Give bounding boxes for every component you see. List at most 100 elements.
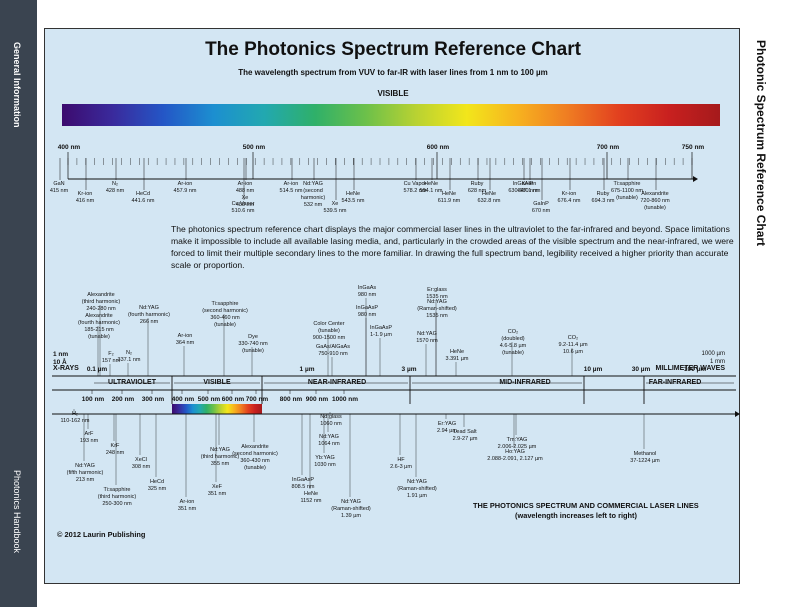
visible-laser-label: GaInP 670 nm (531, 201, 551, 214)
lower-laser-label: Methanol 37-1224 µm (630, 451, 660, 464)
nm-scale-label: 300 nm (141, 396, 165, 403)
micron-scale-label: 1 µm (299, 366, 315, 373)
lower-laser-label: HeCd 325 nm (147, 479, 167, 492)
visible-laser-label: Kr-ion 416 nm (75, 191, 95, 204)
visible-laser-label: Ruby 694.3 nm (591, 191, 615, 204)
upper-laser-label: CO₂ (doubled) 4.6-5.8 µm (tunable) (499, 329, 527, 356)
lower-laser-label: XeF 351 nm (207, 484, 227, 497)
chart-subtitle: The wavelength spectrum from VUV to far-… (238, 68, 548, 77)
visible-tick-label: 400 nm (57, 144, 81, 151)
upper-laser-label: InGaAs 980 nm (357, 285, 377, 298)
sidebar: General Information Photonics Handbook (0, 0, 37, 607)
upper-laser-label: InGaAsP 1-1.9 µm (369, 325, 393, 338)
micron-scale-label: 30 µm (631, 366, 651, 373)
band-name-label: VISIBLE (203, 379, 231, 386)
visible-laser-label: Ar-ion 514.5 nm (279, 181, 303, 194)
visible-laser-label: Kr-ion 647.1 nm (517, 181, 541, 194)
visible-laser-label: Ar-ion 488 nm Xe 488 nm (235, 181, 255, 208)
upper-laser-label: Nd:YAG 1570 nm (416, 331, 438, 344)
nm-scale-label: 400 nm (171, 396, 195, 403)
xrays-label: X-RAYS (53, 365, 79, 372)
nm-scale-label: 800 nm (279, 396, 303, 403)
lower-laser-label: InGaAsP 808.5 nm (291, 477, 315, 490)
upper-laser-label: CO₂ 9.2-11.4 µm 10.6 µm (558, 335, 588, 355)
visible-laser-label: HeNe 543.5 nm (341, 191, 365, 204)
chart-title: The Photonics Spectrum Reference Chart (205, 39, 581, 60)
visible-laser-label: HeNe 632.8 nm (477, 191, 501, 204)
visible-laser-label: Ruby 628 nm (467, 181, 487, 194)
visible-laser-label: Nd:YAG (second harmonic) 532 nm (300, 181, 326, 208)
lower-laser-label: HeNe 1152 nm (300, 491, 322, 504)
lower-laser-label: Ho:YAG 2.088-2.091, 2.127 µm (487, 449, 543, 462)
nm-scale-label: 500 nm (197, 396, 221, 403)
upper-laser-label: N₂ 337.1 nm (117, 350, 141, 363)
xray-end-label: 1 nm 10 Å (53, 351, 69, 366)
visible-tick-label: 700 nm (596, 144, 620, 151)
upper-laser-label: GaAs/AlGaAs 750-910 nm (316, 344, 350, 357)
nm-scale-label: 900 nm (305, 396, 329, 403)
band-name-label: FAR-INFRARED (648, 379, 702, 386)
visible-laser-label: HeNe 611.9 nm (437, 191, 461, 204)
lower-laser-label: Nd:YAG 1064 nm (318, 434, 340, 447)
band-name-label: MID-INFRARED (499, 379, 551, 386)
visible-tick-label: 750 nm (681, 144, 705, 151)
nm-scale-label: 200 nm (111, 396, 135, 403)
description-paragraph: The photonics spectrum reference chart d… (171, 224, 734, 270)
visible-laser-label: Cu Vapor 578.2 nm (403, 181, 427, 194)
upper-laser-label: Ti:sapphire (second harmonic) 360-460 nm… (202, 301, 248, 328)
upper-laser-label: HeNe 3.391 µm (445, 349, 469, 362)
upper-laser-label: Er:glass 1535 nm (426, 287, 448, 300)
sidebar-bottom-label: Photonics Handbook (12, 470, 22, 554)
visible-laser-label: Cu Vapor 510.6 nm (231, 201, 255, 214)
nm-scale-label: 600 nm (221, 396, 245, 403)
visible-tick-label: 500 nm (242, 144, 266, 151)
lower-laser-label: Alexandrite (second harmonic) 360-430 nm… (232, 444, 278, 471)
lower-laser-label: Ti:sapphire (third harmonic) 250-300 nm (97, 487, 137, 507)
visible-laser-label: Alexandrite 720-860 nm (tunable) (640, 191, 670, 211)
band-name-label: ULTRAVIOLET (108, 379, 156, 386)
chart-panel: The Photonics Spectrum Reference Chart T… (44, 28, 740, 584)
lower-laser-label: Nd:YAG (Raman-shifted) 1.39 µm (331, 499, 371, 519)
upper-laser-label: F₂ 157 nm (101, 351, 121, 364)
visible-laser-label: InGaAlP 630-680 nm (508, 181, 538, 194)
band-name-label: NEAR-INFRARED (307, 379, 367, 386)
lower-laser-label: Nd:glass 1060 nm (320, 414, 342, 427)
lower-laser-label: Tm:YAG 2.006-2.025 µm (497, 437, 537, 450)
visible-laser-label: Xe 539.5 nm (323, 201, 347, 214)
sidebar-top-label: General Information (12, 42, 22, 128)
visible-laser-label: Ti:sapphire 675-1100 nm (tunable) (610, 181, 644, 201)
visible-tick-label: 600 nm (426, 144, 450, 151)
lower-laser-label: Er:YAG 2.94 µm (437, 421, 457, 434)
micron-scale-label: 0.1 µm (86, 366, 108, 373)
nm-scale-label: 700 nm (245, 396, 269, 403)
visible-label: VISIBLE (377, 89, 409, 98)
lower-laser-label: Yb:YAG 1030 nm (314, 455, 336, 468)
footer-caption-sub: (wavelength increases left to right) (515, 511, 637, 520)
nm-scale-label: 100 nm (81, 396, 105, 403)
visible-laser-label: Kr-ion 676.4 nm (557, 191, 581, 204)
upper-laser-label: Nd:YAG (Raman-shifted) 1535 nm (417, 299, 457, 319)
lower-laser-label: KrF 248 nm (105, 443, 125, 456)
micron-scale-label: 10 µm (583, 366, 603, 373)
visible-laser-label: N₂ 428 nm (105, 181, 125, 194)
upper-laser-label: Alexandrite (third harmonic) 240-280 nm (81, 292, 121, 312)
millimeter-waves-label: MILLIMETER WAVES (655, 365, 725, 372)
micron-scale-label: 3 µm (401, 366, 417, 373)
mm-end-label: 1000 µm 1 mm (701, 351, 725, 365)
upper-laser-label: Color Center (tunable) 900-1500 nm (312, 321, 346, 341)
upper-laser-label: Nd:YAG (fourth harmonic) 266 nm (128, 305, 170, 325)
upper-laser-label: Alexandrite (fourth harmonic) 185-215 nm… (78, 313, 120, 340)
lower-laser-label: Nd:YAG (third harmonic) 355 nm (200, 447, 240, 467)
visible-laser-label: GaN 415 nm (49, 181, 69, 194)
footer-caption: THE PHOTONICS SPECTRUM AND COMMERCIAL LA… (473, 501, 699, 510)
copyright: © 2012 Laurin Publishing (57, 530, 146, 539)
micron-scale-label: 100 µm (683, 366, 707, 373)
lower-laser-label: Nd:YAG (Raman-shifted) 1.91 µm (397, 479, 437, 499)
upper-laser-label: InGaAsP 980 nm (355, 305, 379, 318)
upper-laser-label: Dye 330-740 nm (tunable) (238, 334, 268, 354)
lower-laser-label: XeCl 308 nm (131, 457, 151, 470)
nm-scale-label: 1000 nm (331, 396, 359, 403)
lower-laser-label: ArF 193 nm (79, 431, 99, 444)
lower-laser-label: HF 2.6-3 µm (390, 457, 412, 470)
visible-laser-label: HeNe 594.1 nm (419, 181, 443, 194)
